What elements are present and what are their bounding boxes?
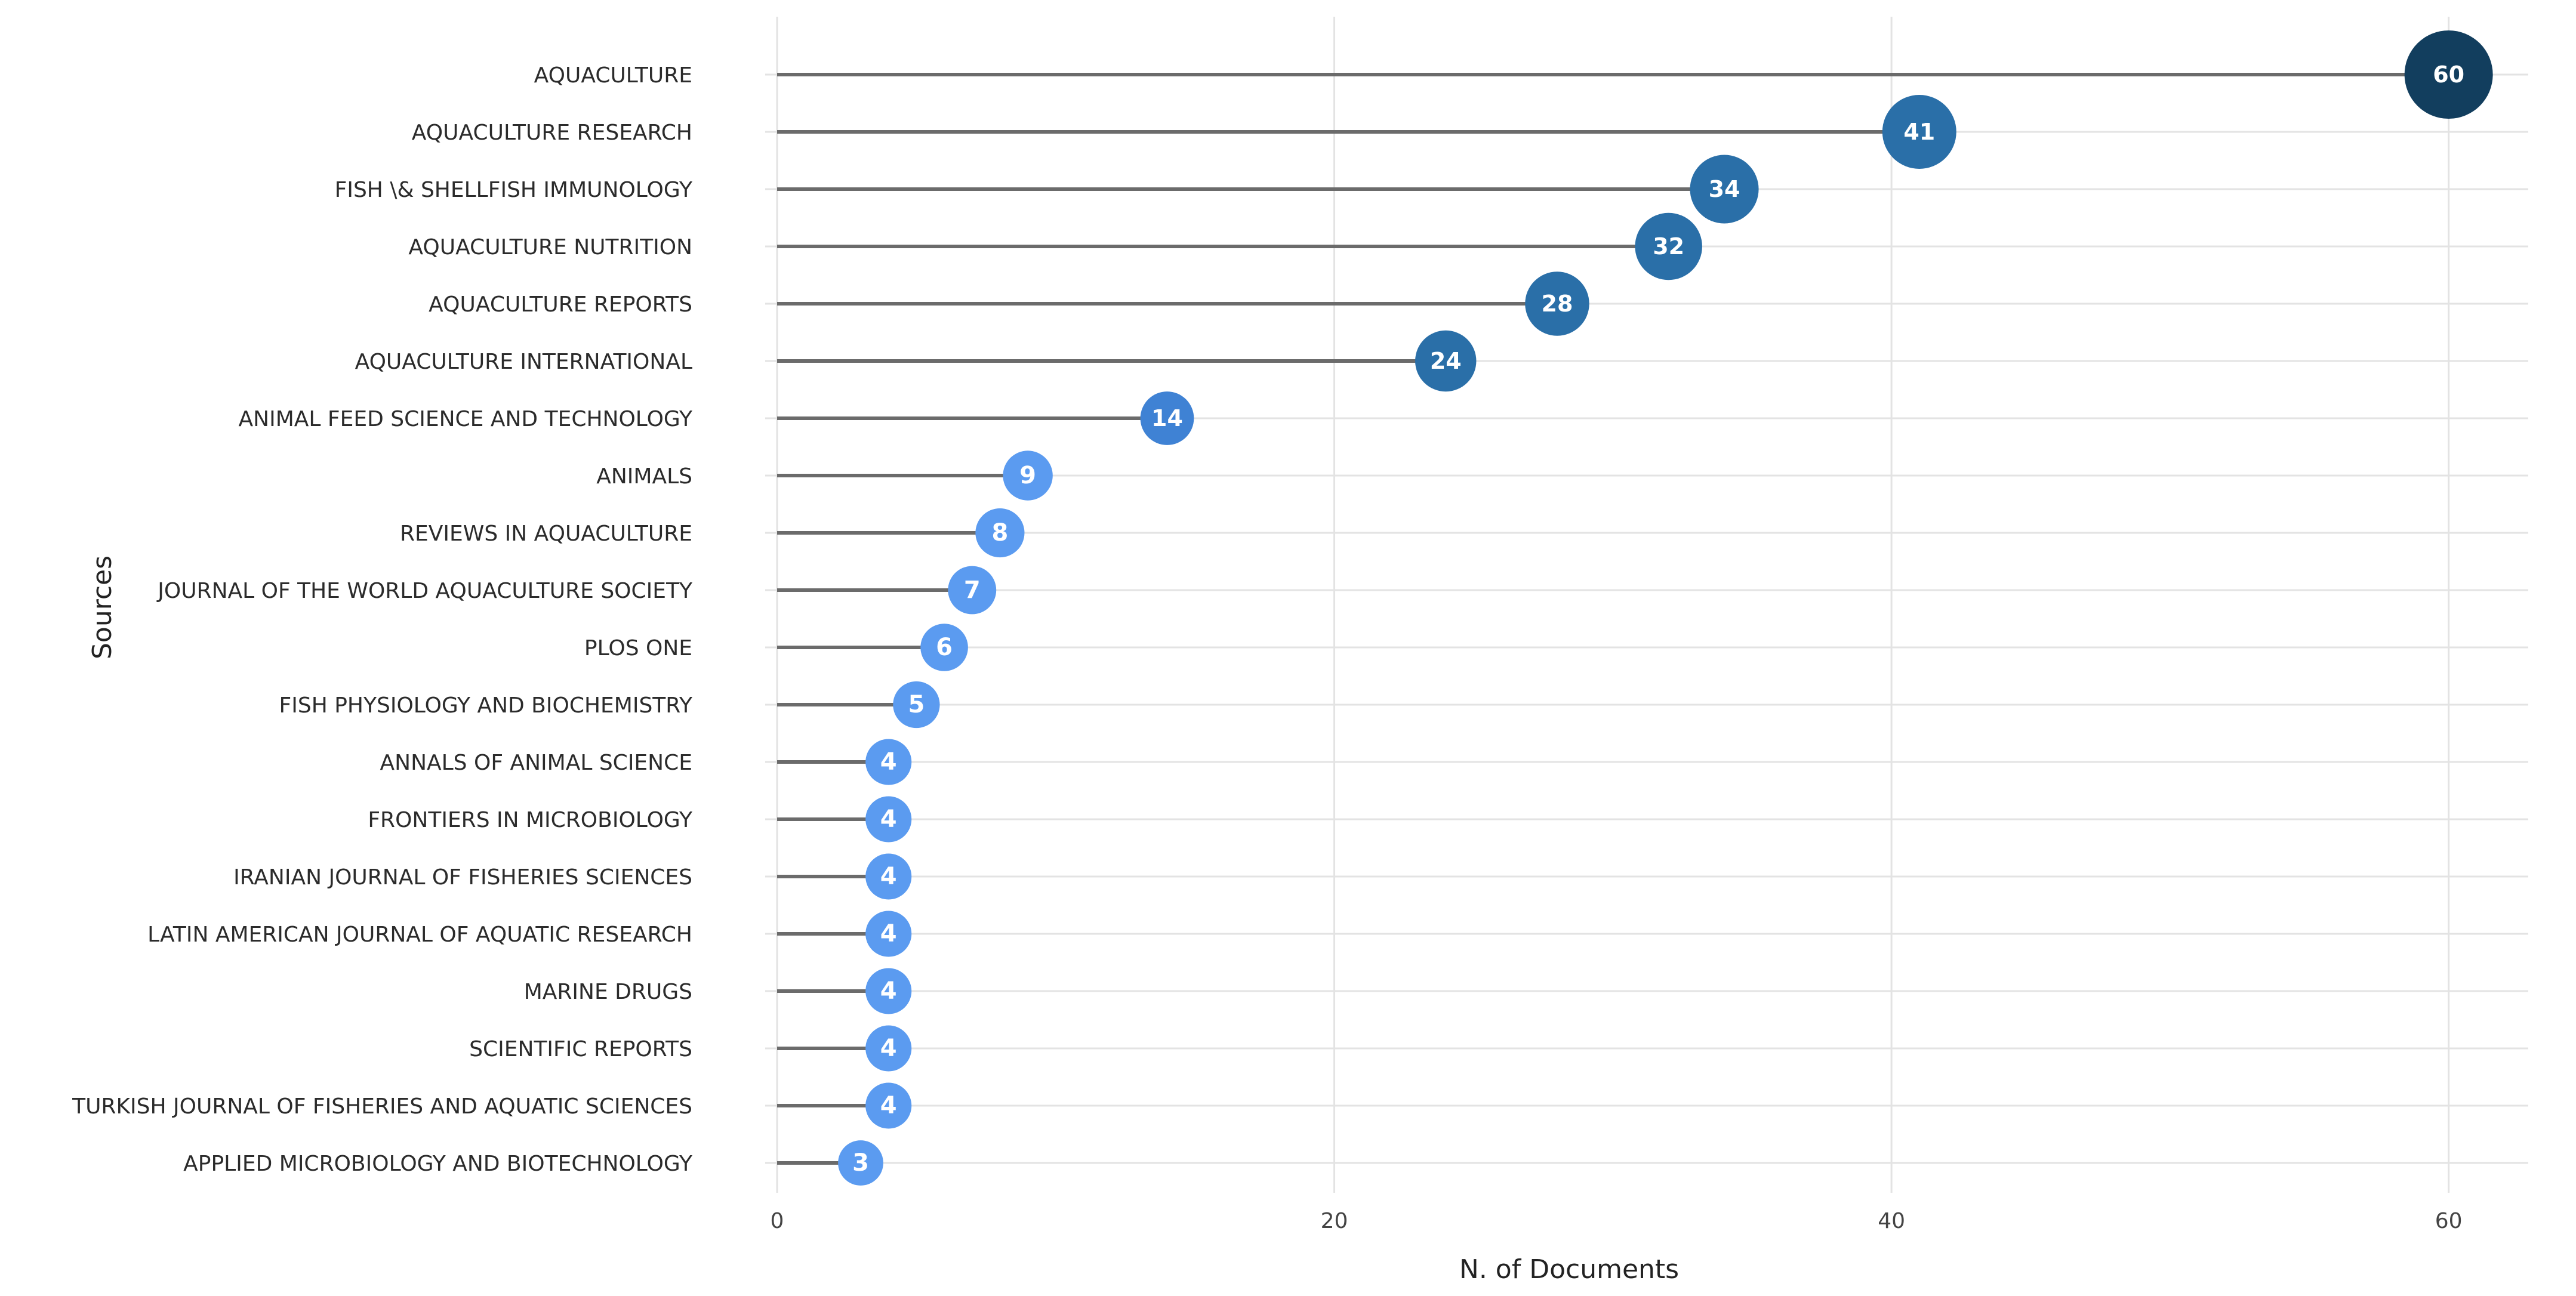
lollipop-bubble xyxy=(1140,391,1194,445)
category-label: PLOS ONE xyxy=(584,636,692,661)
category-label: FRONTIERS IN MICROBIOLOGY xyxy=(368,808,693,832)
data-label: 24 xyxy=(1430,348,1462,374)
category-label: ANIMAL FEED SCIENCE AND TECHNOLOGY xyxy=(239,407,693,431)
grid xyxy=(765,17,2528,1193)
data-label: 5 xyxy=(908,691,925,718)
category-label: ANIMALS xyxy=(596,464,692,489)
category-label: AQUACULTURE INTERNATIONAL xyxy=(355,350,692,374)
x-axis-title: N. of Documents xyxy=(1459,1254,1679,1285)
data-label: 60 xyxy=(2433,61,2464,88)
lollipop-bubble xyxy=(1882,95,1956,169)
data-label: 9 xyxy=(1019,462,1036,489)
data-label: 8 xyxy=(991,519,1008,547)
data-label: 4 xyxy=(880,863,897,890)
data-label: 6 xyxy=(936,634,953,661)
x-axis-ticks: 0 20 40 60 xyxy=(771,1209,2463,1233)
category-label: SCIENTIFIC REPORTS xyxy=(469,1037,692,1062)
category-label: IRANIAN JOURNAL OF FISHERIES SCIENCES xyxy=(233,865,692,890)
data-label: 28 xyxy=(1542,291,1573,317)
lollipop-bubble xyxy=(2404,30,2493,119)
data-label: 41 xyxy=(1903,119,1935,145)
data-label: 4 xyxy=(880,748,897,776)
data-label: 14 xyxy=(1151,405,1183,431)
lollipop-bubble xyxy=(865,1082,912,1129)
lollipop-bubble xyxy=(865,911,912,957)
x-tick-label: 40 xyxy=(1878,1209,1905,1233)
lollipop-bubble xyxy=(975,508,1025,558)
category-label: ANNALS OF ANIMAL SCIENCE xyxy=(380,751,692,775)
stems xyxy=(777,73,2449,1165)
lollipop-bubble xyxy=(865,968,912,1014)
category-labels: AQUACULTURE AQUACULTURE RESEARCH FISH \& S… xyxy=(72,63,693,1176)
lollipop-bubble xyxy=(865,853,912,900)
data-label: 4 xyxy=(880,1092,897,1119)
category-label: AQUACULTURE xyxy=(534,63,692,88)
data-label: 4 xyxy=(880,920,897,948)
category-label: AQUACULTURE REPORTS xyxy=(429,292,692,317)
bubbles: 60 41 34 32 28 24 14 9 8 7 6 5 4 4 4 4 4 4 4 3 xyxy=(838,30,2493,1186)
lollipop-bubble xyxy=(1003,450,1053,501)
category-label: JOURNAL OF THE WORLD AQUACULTURE SOCIETY xyxy=(156,579,693,603)
lollipop-bubble xyxy=(865,796,912,843)
lollipop-bubble xyxy=(893,681,940,729)
data-label: 32 xyxy=(1653,233,1684,260)
data-label: 4 xyxy=(880,977,897,1005)
category-label: APPLIED MICROBIOLOGY AND BIOTECHNOLOGY xyxy=(183,1152,693,1176)
data-label: 4 xyxy=(880,806,897,833)
category-label: FISH PHYSIOLOGY AND BIOCHEMISTRY xyxy=(279,693,693,718)
lollipop-bubble xyxy=(865,1025,912,1072)
data-label: 7 xyxy=(964,576,981,604)
category-label: REVIEWS IN AQUACULTURE xyxy=(400,522,692,546)
x-tick-label: 20 xyxy=(1321,1209,1348,1233)
x-tick-label: 0 xyxy=(771,1209,784,1233)
lollipop-bubble xyxy=(1635,212,1702,280)
category-label: MARINE DRUGS xyxy=(524,980,692,1004)
data-label: 4 xyxy=(880,1035,897,1062)
category-label: AQUACULTURE RESEARCH xyxy=(412,121,692,145)
category-label: AQUACULTURE NUTRITION xyxy=(408,235,692,260)
data-label: 3 xyxy=(852,1149,869,1177)
lollipop-bubble xyxy=(920,624,968,671)
category-label: LATIN AMERICAN JOURNAL OF AQUATIC RESEAR… xyxy=(147,922,692,947)
x-tick-label: 60 xyxy=(2435,1209,2463,1233)
lollipop-bubble xyxy=(1415,330,1477,392)
y-axis-title: Sources xyxy=(87,556,118,659)
category-label: FISH \& SHELLFISH IMMUNOLOGY xyxy=(335,178,693,202)
lollipop-bubble xyxy=(1525,271,1589,336)
lollipop-bubble xyxy=(865,739,912,785)
lollipop-bubble xyxy=(1690,155,1759,224)
data-label: 34 xyxy=(1709,176,1740,202)
lollipop-bubble xyxy=(838,1140,883,1186)
category-label: TURKISH JOURNAL OF FISHERIES AND AQUATIC… xyxy=(72,1094,692,1119)
lollipop-bubble xyxy=(948,566,997,615)
